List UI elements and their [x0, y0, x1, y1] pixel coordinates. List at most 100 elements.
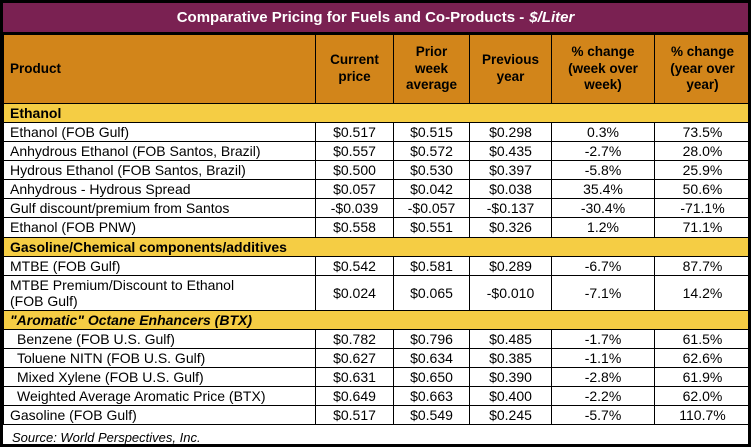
product-cell: Gasoline (FOB Gulf): [3, 405, 316, 426]
table-title: Comparative Pricing for Fuels and Co-Pro…: [176, 9, 525, 26]
product-cell: Toluene NITN (FOB U.S. Gulf): [3, 347, 316, 369]
section-header-label: "Aromatic" Octane Enhancers (BTX): [3, 309, 748, 330]
value-cell: -5.8%: [551, 160, 655, 181]
value-cell: $0.517: [315, 121, 394, 143]
value-cell: -1.1%: [551, 347, 655, 369]
product-cell: Mixed Xylene (FOB U.S. Gulf): [3, 367, 316, 388]
column-header-product: Product: [3, 34, 316, 104]
value-cell: $0.385: [469, 347, 552, 369]
section-header-label: Gasoline/Chemical components/additives: [3, 236, 748, 257]
value-cell: $0.289: [469, 255, 552, 276]
value-cell: 14.2%: [654, 274, 748, 311]
value-cell: 62.0%: [654, 386, 748, 407]
value-cell: $0.397: [469, 160, 552, 181]
value-cell: $0.551: [393, 217, 470, 238]
product-cell: Benzene (FOB U.S. Gulf): [3, 328, 316, 349]
value-cell: $0.634: [393, 347, 470, 369]
value-cell: $0.517: [315, 405, 394, 426]
product-cell: Hydrous Ethanol (FOB Santos, Brazil): [3, 160, 316, 181]
product-cell: Gulf discount/premium from Santos: [3, 198, 316, 219]
column-header-previous-year: Previous year: [469, 34, 552, 104]
value-cell: $0.024: [315, 274, 394, 311]
value-cell: -2.8%: [551, 367, 655, 388]
table-title-bar: Comparative Pricing for Fuels and Co-Pro…: [3, 3, 748, 34]
value-cell: $0.581: [393, 255, 470, 276]
value-cell: $0.558: [315, 217, 394, 238]
column-header-pct-change-year: % change (year over year): [654, 34, 748, 104]
table-row: Benzene (FOB U.S. Gulf) $0.782 $0.796 $0.48…: [3, 328, 748, 349]
value-cell: $0.549: [393, 405, 470, 426]
product-cell: MTBE (FOB Gulf): [3, 255, 316, 276]
value-cell: 61.9%: [654, 367, 748, 388]
value-cell: $0.515: [393, 121, 470, 143]
value-cell: 50.6%: [654, 179, 748, 200]
value-cell: $0.042: [393, 179, 470, 200]
value-cell: -$0.039: [315, 198, 394, 219]
value-cell: -2.7%: [551, 141, 655, 162]
value-cell: $0.663: [393, 386, 470, 407]
value-cell: $0.627: [315, 347, 394, 369]
value-cell: $0.572: [393, 141, 470, 162]
value-cell: -1.7%: [551, 328, 655, 349]
section-header-row: Ethanol: [3, 103, 748, 123]
value-cell: $0.500: [315, 160, 394, 181]
value-cell: 28.0%: [654, 141, 748, 162]
table-row: Gulf discount/premium from Santos -$0.039…: [3, 198, 748, 219]
column-header-prior-week-average: Prior week average: [393, 34, 470, 104]
value-cell: $0.631: [315, 367, 394, 388]
table-row: MTBE (FOB Gulf) $0.542 $0.581 $0.289 -6.7% 87…: [3, 255, 748, 276]
value-cell: $0.530: [393, 160, 470, 181]
value-cell: $0.542: [315, 255, 394, 276]
section-header-label: Ethanol: [3, 103, 748, 123]
table-row: Ethanol (FOB PNW) $0.558 $0.551 $0.326 1.2% 7…: [3, 217, 748, 238]
value-cell: $0.400: [469, 386, 552, 407]
value-cell: $0.038: [469, 179, 552, 200]
table-row: Anhydrous Ethanol (FOB Santos, Brazil) $0…: [3, 141, 748, 162]
value-cell: 71.1%: [654, 217, 748, 238]
table-row: Hydrous Ethanol (FOB Santos, Brazil) $0.5…: [3, 160, 748, 181]
value-cell: -30.4%: [551, 198, 655, 219]
value-cell: -$0.057: [393, 198, 470, 219]
value-cell: $0.650: [393, 367, 470, 388]
value-cell: 62.6%: [654, 347, 748, 369]
table-body: Ethanol Ethanol (FOB Gulf) $0.517 $0.515 $0.…: [3, 103, 748, 426]
value-cell: 35.4%: [551, 179, 655, 200]
product-cell: Anhydrous - Hydrous Spread: [3, 179, 316, 200]
value-cell: $0.065: [393, 274, 470, 311]
value-cell: -2.2%: [551, 386, 655, 407]
value-cell: 87.7%: [654, 255, 748, 276]
table-row: Mixed Xylene (FOB U.S. Gulf) $0.631 $0.650…: [3, 367, 748, 388]
product-cell: Anhydrous Ethanol (FOB Santos, Brazil): [3, 141, 316, 162]
table-title-unit: $/Liter: [529, 9, 575, 26]
value-cell: $0.485: [469, 328, 552, 349]
value-cell: $0.782: [315, 328, 394, 349]
column-header-row: Product Current price Prior week average…: [3, 34, 748, 104]
pricing-table: Product Current price Prior week average…: [3, 34, 748, 426]
source-note: Source: World Perspectives, Inc.: [3, 425, 748, 444]
product-cell: Ethanol (FOB PNW): [3, 217, 316, 238]
value-cell: 25.9%: [654, 160, 748, 181]
value-cell: $0.796: [393, 328, 470, 349]
value-cell: 0.3%: [551, 121, 655, 143]
table-row: Gasoline (FOB Gulf) $0.517 $0.549 $0.245 -5.…: [3, 405, 748, 426]
value-cell: $0.649: [315, 386, 394, 407]
value-cell: 1.2%: [551, 217, 655, 238]
product-cell: Weighted Average Aromatic Price (BTX): [3, 386, 316, 407]
value-cell: -$0.137: [469, 198, 552, 219]
value-cell: $0.057: [315, 179, 394, 200]
value-cell: -$0.010: [469, 274, 552, 311]
value-cell: $0.435: [469, 141, 552, 162]
value-cell: 110.7%: [654, 405, 748, 426]
product-cell: MTBE Premium/Discount to Ethanol (FOB Gu…: [3, 274, 316, 311]
table-row: Weighted Average Aromatic Price (BTX) $0.…: [3, 386, 748, 407]
column-header-current-price: Current price: [315, 34, 394, 104]
table-row: MTBE Premium/Discount to Ethanol (FOB Gu…: [3, 274, 748, 311]
value-cell: -7.1%: [551, 274, 655, 311]
table-row: Ethanol (FOB Gulf) $0.517 $0.515 $0.298 0.3%…: [3, 121, 748, 143]
product-cell: Ethanol (FOB Gulf): [3, 121, 316, 143]
value-cell: $0.557: [315, 141, 394, 162]
table-row: Anhydrous - Hydrous Spread $0.057 $0.042 $0…: [3, 179, 748, 200]
value-cell: $0.245: [469, 405, 552, 426]
value-cell: $0.390: [469, 367, 552, 388]
